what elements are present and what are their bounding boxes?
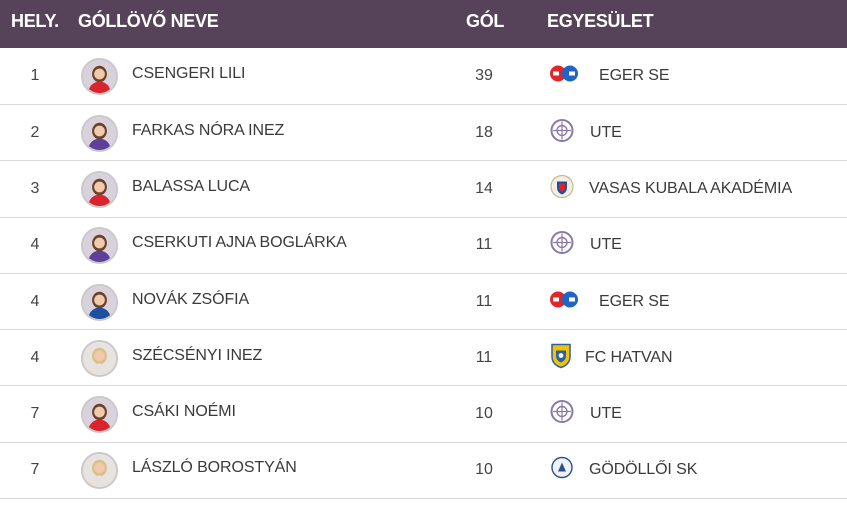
player-name[interactable]: BALASSA LUCA [132, 177, 250, 195]
player-avatar [81, 452, 118, 490]
header-club: EGYESÜLET [547, 11, 654, 31]
player-avatar [81, 396, 118, 434]
header-rank: HELY. [11, 11, 59, 31]
table-row: 1 CSENGERI LILI 39 EGER SE [0, 48, 847, 105]
player-avatar [81, 114, 118, 152]
player-avatar [81, 227, 118, 265]
rank-cell: 2 [30, 123, 40, 141]
rank-cell: 7 [30, 405, 40, 423]
goals-cell: 11 [475, 292, 493, 310]
club-name[interactable]: EGER SE [599, 292, 670, 310]
goals-cell: 10 [475, 405, 493, 423]
rank-cell: 7 [30, 461, 40, 479]
fc-hatvan-logo-icon [550, 342, 572, 373]
header-scorer-name: GÓLLÖVŐ NEVE [78, 11, 219, 31]
ute-logo-icon [550, 118, 574, 147]
goals-cell: 10 [475, 461, 493, 479]
player-name[interactable]: SZÉCSÉNYI INEZ [132, 346, 263, 364]
goals-cell: 11 [475, 236, 493, 254]
player-avatar [81, 283, 118, 321]
table-header: HELY. GÓLLÖVŐ NEVE GÓL EGYESÜLET [0, 0, 847, 48]
table-body: 1 CSENGERI LILI 39 EGER SE 2 FARKAS NÓRA INEZ… [0, 48, 847, 500]
player-name[interactable]: CSÁKI NOÉMI [132, 402, 236, 420]
rank-cell: 4 [30, 292, 40, 310]
player-avatar [81, 170, 118, 208]
club-name[interactable]: UTE [590, 405, 622, 423]
club-name[interactable]: GÖDÖLLŐI SK [589, 461, 698, 479]
header-goals: GÓL [466, 11, 505, 31]
club-name[interactable]: UTE [590, 236, 622, 254]
vasas-logo-icon [550, 174, 574, 203]
goals-cell: 18 [475, 123, 493, 141]
goals-cell: 39 [475, 67, 493, 84]
club-name[interactable]: UTE [590, 123, 622, 141]
rank-cell: 4 [30, 348, 40, 366]
club-name[interactable]: VASAS KUBALA AKADÉMIA [589, 179, 793, 197]
rank-cell: 4 [30, 236, 40, 254]
player-name[interactable]: NOVÁK ZSÓFIA [132, 290, 250, 308]
player-name[interactable]: CSERKUTI AJNA BOGLÁRKA [132, 234, 347, 252]
table-row: 3 BALASSA LUCA 14 VASAS KUBALA AKADÉMIA [0, 161, 847, 218]
table-row: 4 SZÉCSÉNYI INEZ 11 FC HATVAN [0, 330, 847, 387]
eger-se-logo-icon [548, 289, 582, 314]
player-avatar [81, 339, 118, 377]
goals-cell: 14 [475, 179, 493, 197]
ute-logo-icon [550, 400, 574, 429]
eger-se-logo-icon [548, 64, 582, 89]
player-avatar [81, 58, 118, 95]
player-name[interactable]: FARKAS NÓRA INEZ [132, 121, 285, 139]
table-row: 7 LÁSZLÓ BOROSTYÁN 10 GÖDÖLLŐI SK [0, 443, 847, 500]
rank-cell: 1 [30, 67, 40, 84]
rank-cell: 3 [30, 179, 40, 197]
table-row: 4 NOVÁK ZSÓFIA 11 EGER SE [0, 274, 847, 331]
club-name[interactable]: FC HATVAN [585, 348, 673, 366]
table-row: 2 FARKAS NÓRA INEZ 18 UTE [0, 105, 847, 162]
player-name[interactable]: CSENGERI LILI [132, 64, 246, 82]
club-name[interactable]: EGER SE [599, 67, 670, 84]
table-row: 4 CSERKUTI AJNA BOGLÁRKA 11 UTE [0, 218, 847, 274]
table-row: 7 CSÁKI NOÉMI 10 UTE [0, 386, 847, 443]
goals-cell: 11 [475, 348, 493, 366]
ute-logo-icon [550, 231, 574, 260]
player-name[interactable]: LÁSZLÓ BOROSTYÁN [132, 459, 297, 477]
godolloi-sk-logo-icon [551, 457, 573, 484]
